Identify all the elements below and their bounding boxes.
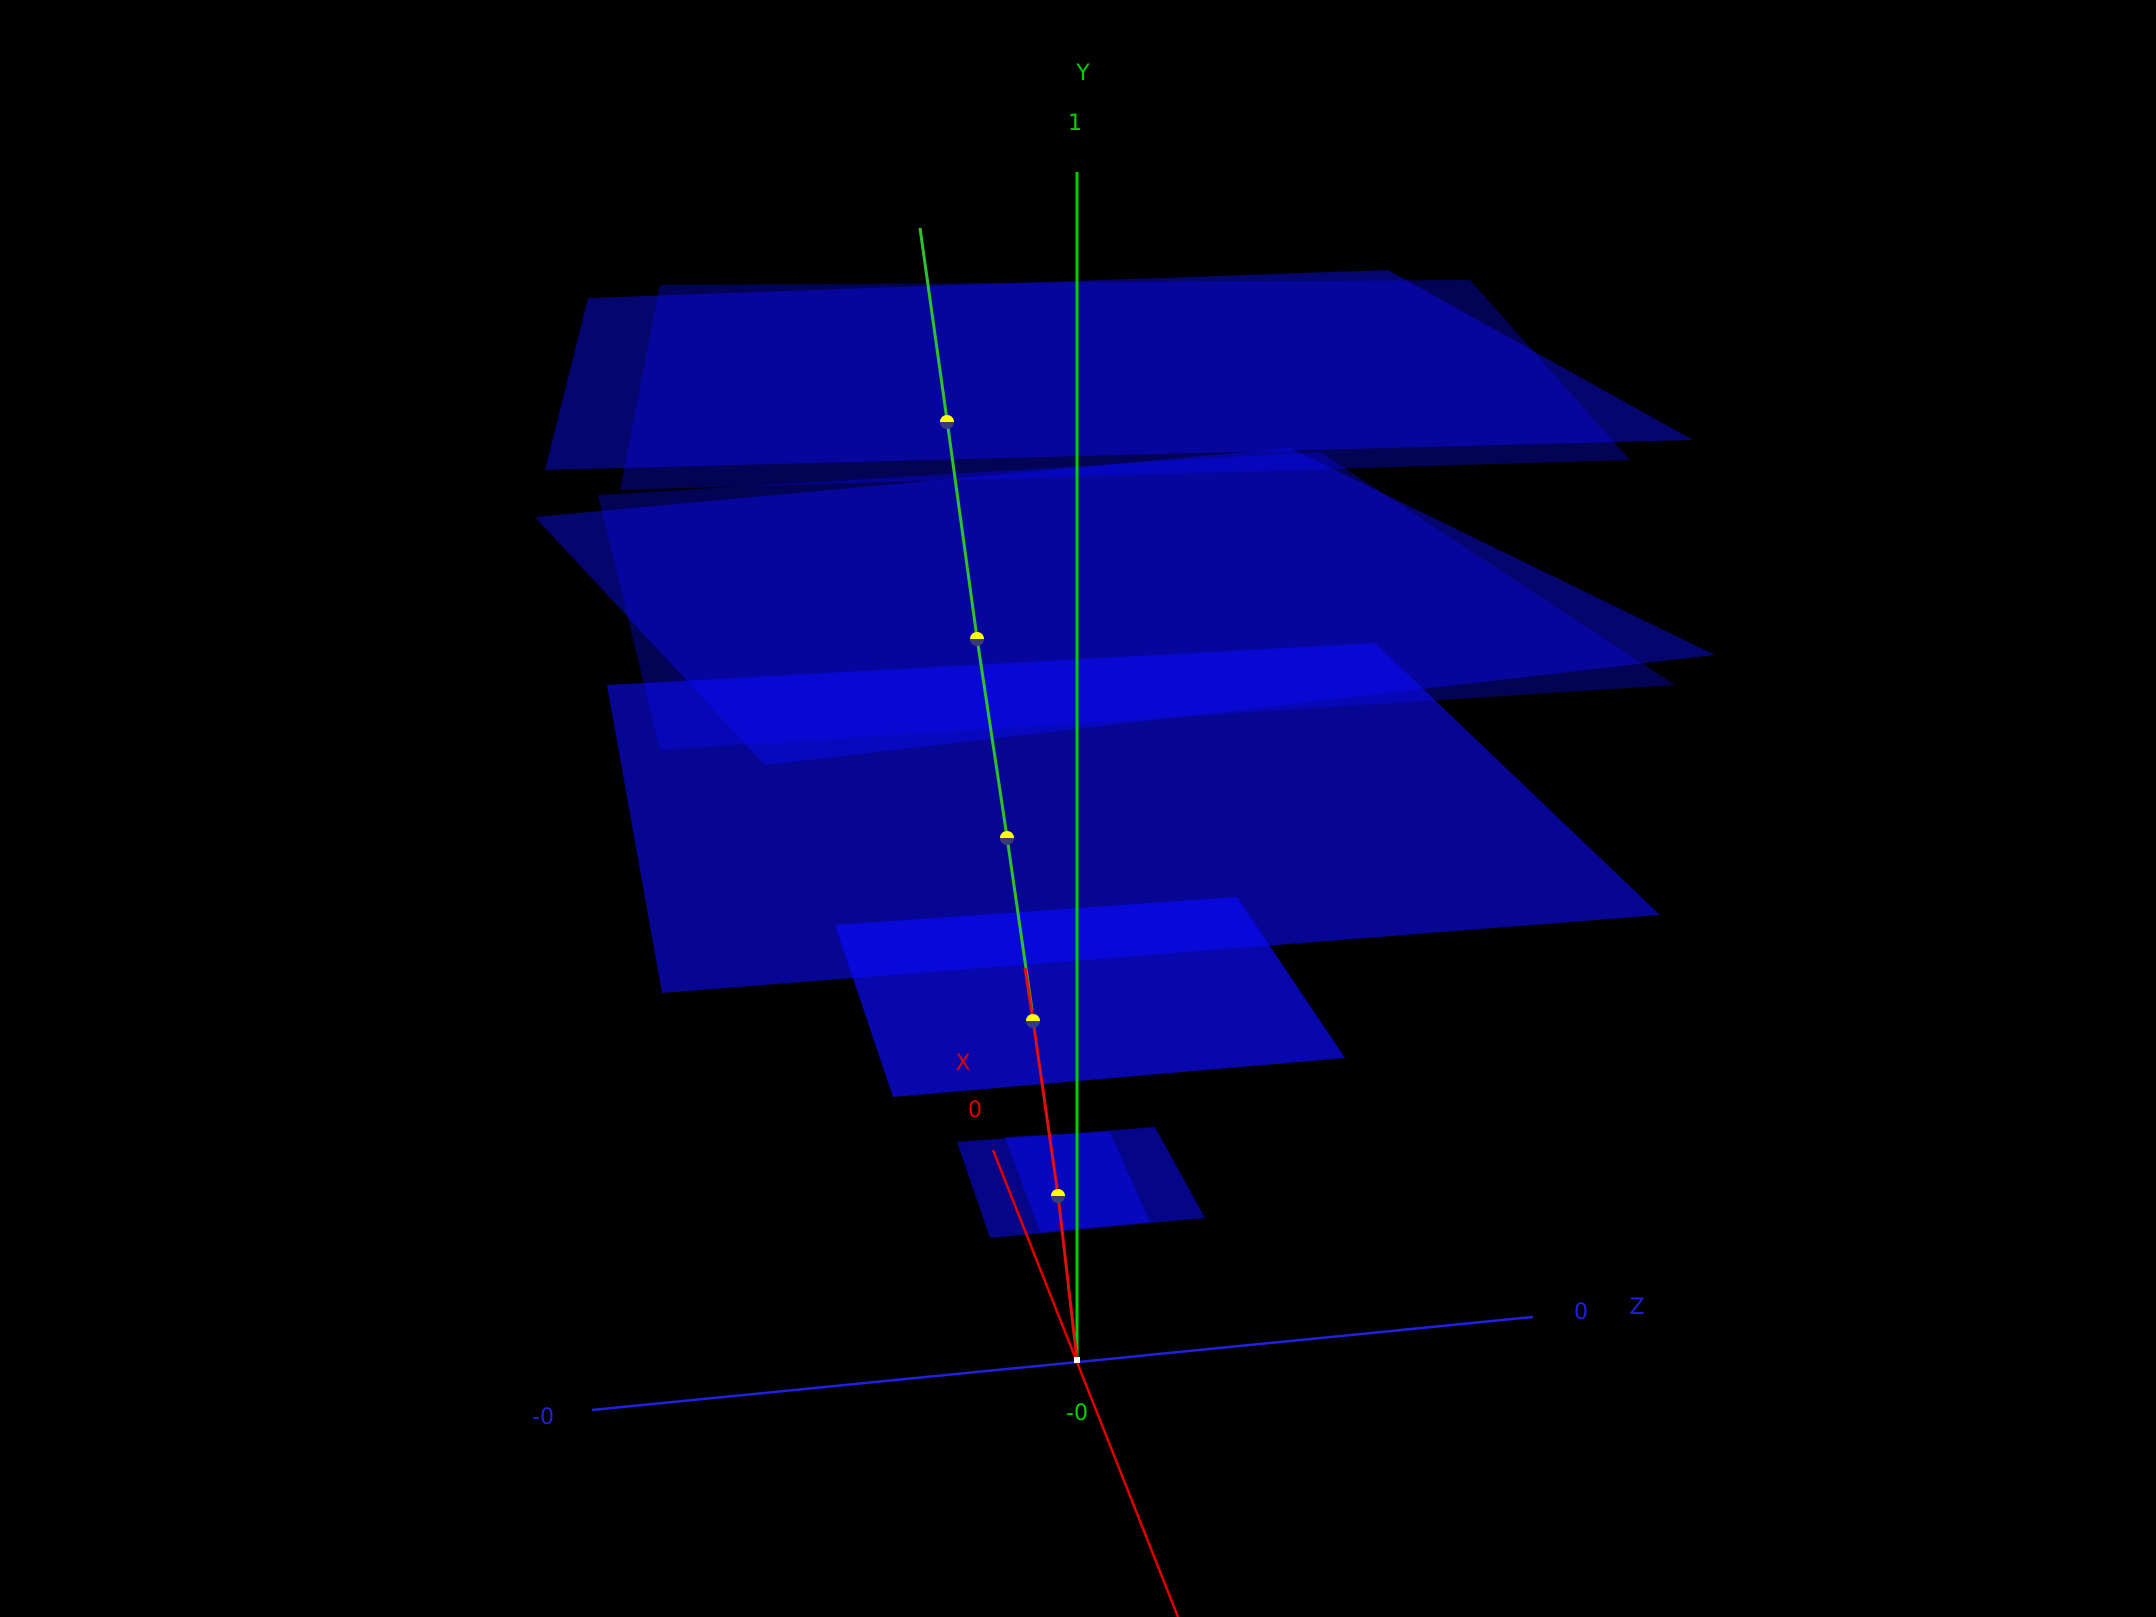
marker-1[interactable] [940,415,954,429]
x-axis-tick: 0 [968,1098,982,1123]
x-axis-line [991,1149,1180,1617]
slice-plane-fourth-a [835,897,1345,1097]
y-axis-tick-bottom: -0 [1066,1401,1088,1426]
marker-2[interactable] [970,632,984,646]
z-axis-name: Z [1629,1295,1644,1320]
y-axis-tick-top: 1 [1068,111,1082,136]
y-axis-name: Y [1075,61,1090,86]
marker-4[interactable] [1026,1014,1040,1028]
slice-plane-bottom [957,1127,1205,1238]
z-axis-tick-pos: 0 [1574,1300,1588,1325]
slice-plane-third-a [607,643,1660,993]
trajectory-lower-segment [1023,967,1079,1361]
slice-plane-fourth [835,897,1345,1097]
x-axis-name: X [955,1051,970,1076]
trajectory-markers [940,415,1065,1203]
z-axis-line [591,1315,1534,1412]
z-axis-tick-neg: -0 [532,1405,554,1430]
slice-plane-top-a [545,270,1693,470]
slice-plane-top-b [620,280,1630,490]
slice-plane-third [607,643,1660,993]
marker-3[interactable] [1000,831,1014,845]
slice-plane-top [545,270,1693,490]
origin-marker [1074,1357,1080,1363]
marker-5[interactable] [1051,1189,1065,1203]
